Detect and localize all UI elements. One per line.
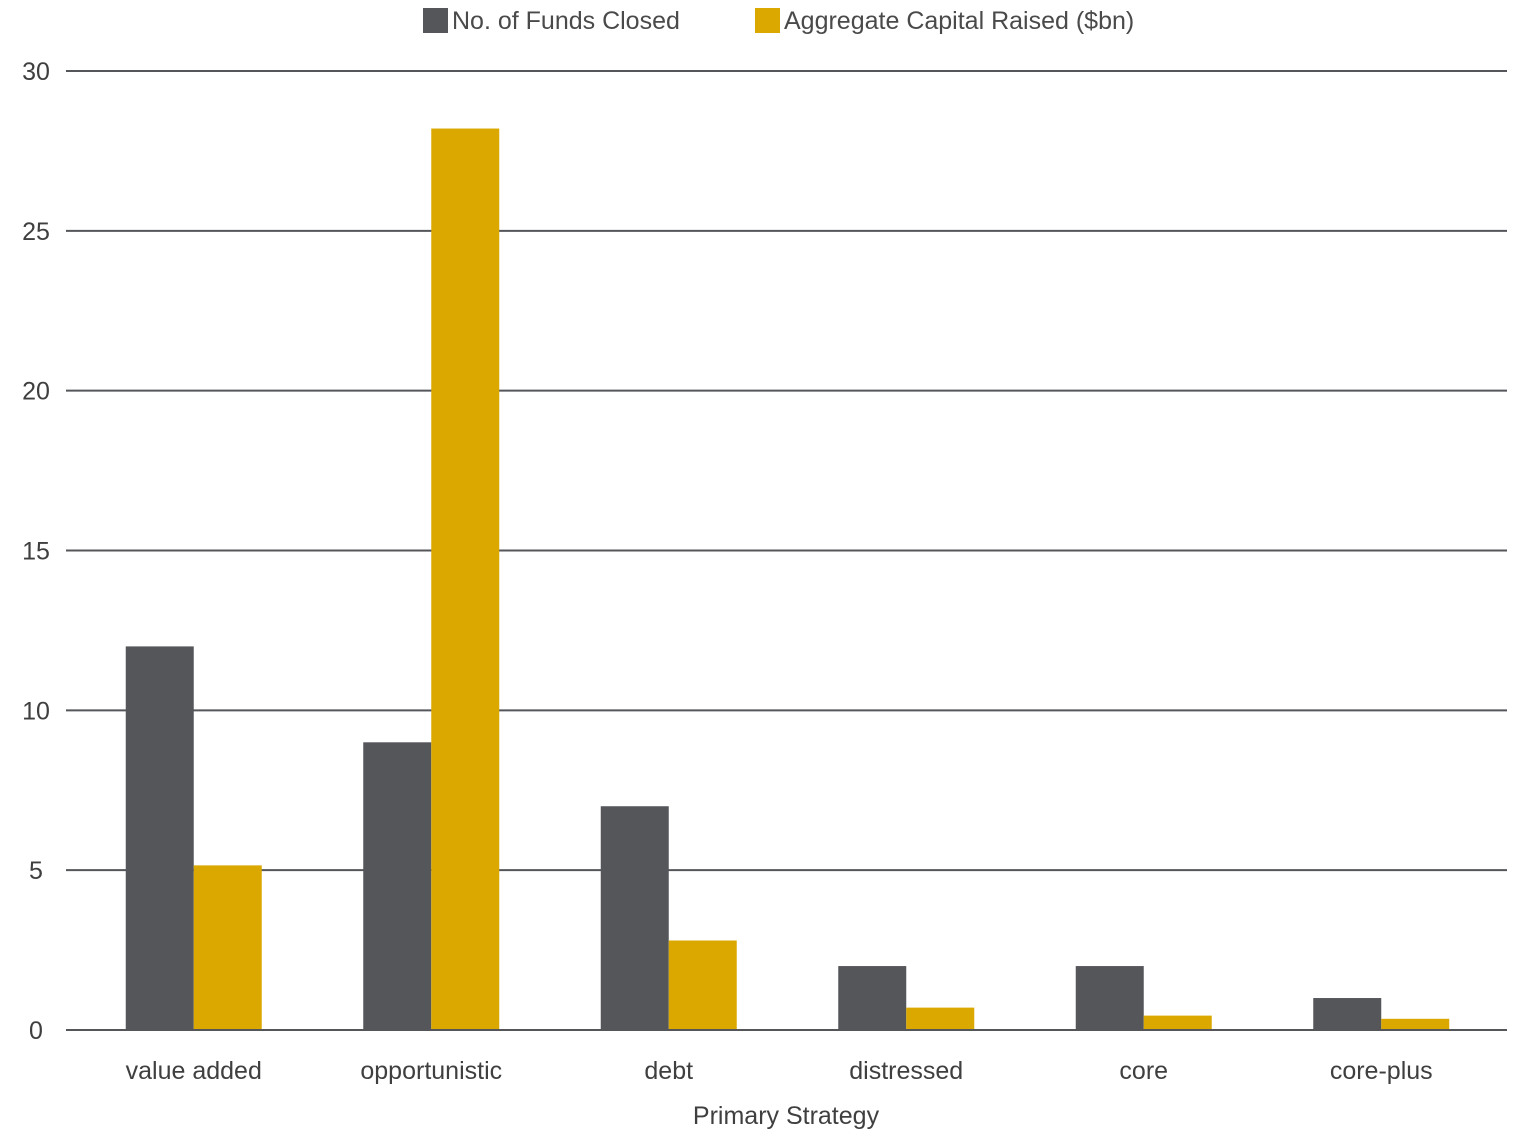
bar-capital-raised-value-added xyxy=(193,865,262,1030)
legend-label: Aggregate Capital Raised ($bn) xyxy=(784,7,1134,35)
x-tick-label-core: core xyxy=(1119,1057,1168,1085)
bar-capital-raised-debt xyxy=(668,940,737,1030)
x-tick-label-opportunistic: opportunistic xyxy=(360,1057,502,1085)
x-axis-title: Primary Strategy xyxy=(693,1102,880,1130)
legend-swatch xyxy=(423,8,448,33)
bar-capital-raised-opportunistic xyxy=(431,128,500,1031)
bars xyxy=(66,128,1507,1031)
bar-funds-closed-core xyxy=(1075,966,1144,1030)
legend-label: No. of Funds Closed xyxy=(452,7,680,35)
y-tick-label-25: 25 xyxy=(22,218,50,246)
bar-capital-raised-core-plus xyxy=(1381,1018,1450,1030)
legend-swatch xyxy=(755,8,780,33)
bar-funds-closed-distressed xyxy=(838,966,907,1030)
y-axis-ticks: 0 5 10 15 20 25 30 xyxy=(22,58,50,1045)
y-tick-label-20: 20 xyxy=(22,378,50,406)
bar-funds-closed-opportunistic xyxy=(363,742,432,1030)
bar-capital-raised-core xyxy=(1143,1015,1212,1030)
y-tick-label-10: 10 xyxy=(22,697,50,725)
x-tick-label-distressed: distressed xyxy=(849,1057,963,1085)
bar-capital-raised-distressed xyxy=(906,1007,975,1030)
y-tick-label-5: 5 xyxy=(29,857,43,885)
legend-item-capital-raised: Aggregate Capital Raised ($bn) xyxy=(755,7,1134,35)
x-tick-label-debt: debt xyxy=(644,1057,693,1085)
legend: No. of Funds Closed Aggregate Capital Rai… xyxy=(423,7,1134,35)
x-tick-label-core-plus: core-plus xyxy=(1330,1057,1433,1085)
x-tick-label-value-added: value added xyxy=(126,1057,262,1085)
y-tick-label-30: 30 xyxy=(22,58,50,86)
y-tick-label-15: 15 xyxy=(22,538,50,566)
x-axis-ticks: value added opportunistic debt distressed co… xyxy=(126,1057,1433,1085)
legend-item-funds-closed: No. of Funds Closed xyxy=(423,7,680,35)
gridlines xyxy=(66,70,1507,1031)
bar-funds-closed-core-plus xyxy=(1313,998,1382,1030)
bar-funds-closed-value-added xyxy=(125,646,194,1030)
bar-funds-closed-debt xyxy=(600,806,669,1030)
y-tick-label-0: 0 xyxy=(29,1017,43,1045)
